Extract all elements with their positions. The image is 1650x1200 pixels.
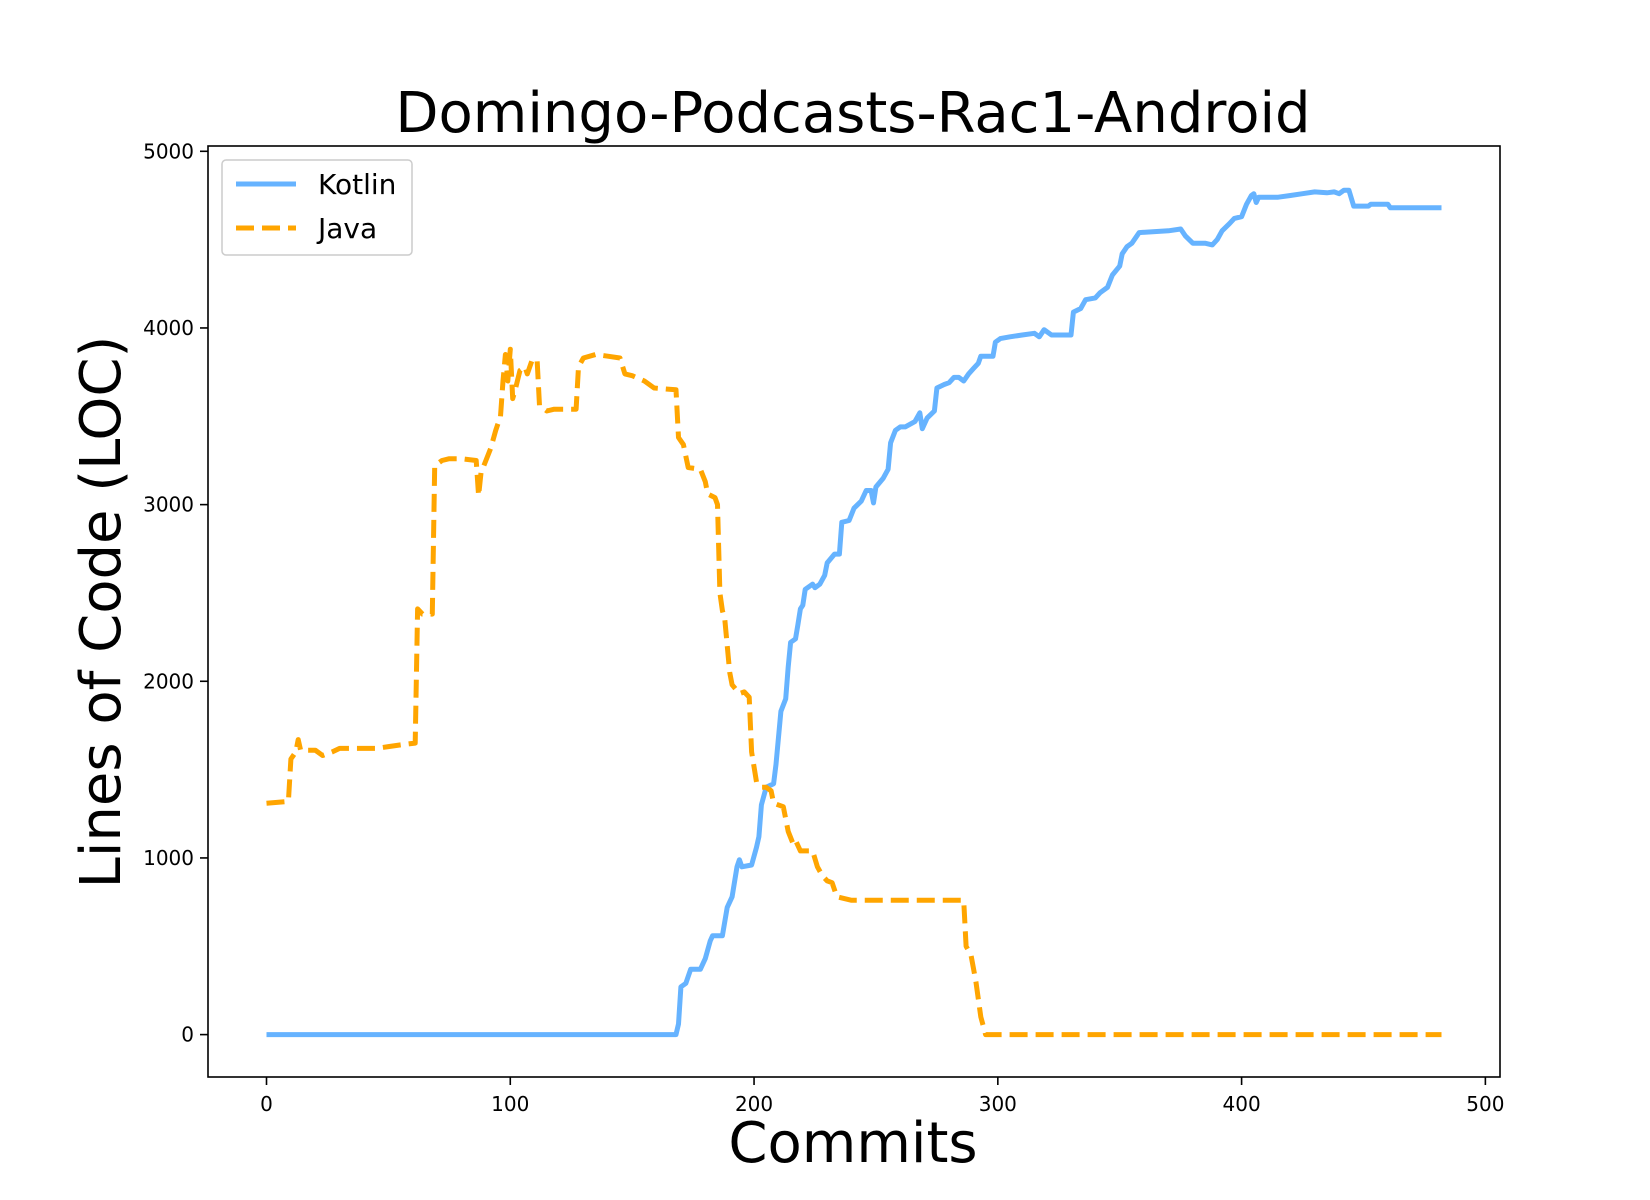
- x-tick-label: 0: [260, 1092, 273, 1116]
- chart-title: Domingo-Podcasts-Rac1-Android: [395, 81, 1310, 146]
- x-tick-label: 500: [1466, 1092, 1504, 1116]
- y-tick-label: 3000: [143, 493, 194, 517]
- x-axis-ticks: 0 100 200 300 400 500: [260, 1077, 1504, 1116]
- y-tick-label: 1000: [143, 846, 194, 870]
- y-axis-label: Lines of Code (LOC): [69, 336, 134, 889]
- series-line-kotlin: [266, 187, 1442, 1038]
- y-tick-label: 2000: [143, 669, 194, 693]
- plot-frame: [207, 145, 1501, 1078]
- x-tick-label: 300: [979, 1092, 1017, 1116]
- y-tick-label: 0: [181, 1023, 194, 1047]
- legend-label-java: Java: [316, 212, 377, 245]
- y-axis-label-group: Lines of Code (LOC): [69, 336, 134, 889]
- x-tick-label: 200: [735, 1092, 773, 1116]
- x-axis-label: Commits: [728, 1111, 977, 1176]
- x-tick-label: 100: [491, 1092, 529, 1116]
- y-tick-label: 4000: [143, 316, 194, 340]
- y-axis-ticks: 0 1000 2000 3000 4000 5000: [143, 139, 208, 1047]
- legend-label-kotlin: Kotlin: [318, 168, 396, 201]
- series-line-java: [266, 346, 1442, 1038]
- plot-area: [266, 187, 1442, 1038]
- y-tick-label: 5000: [143, 139, 194, 163]
- x-tick-label: 400: [1223, 1092, 1261, 1116]
- legend: Kotlin Java: [221, 159, 413, 256]
